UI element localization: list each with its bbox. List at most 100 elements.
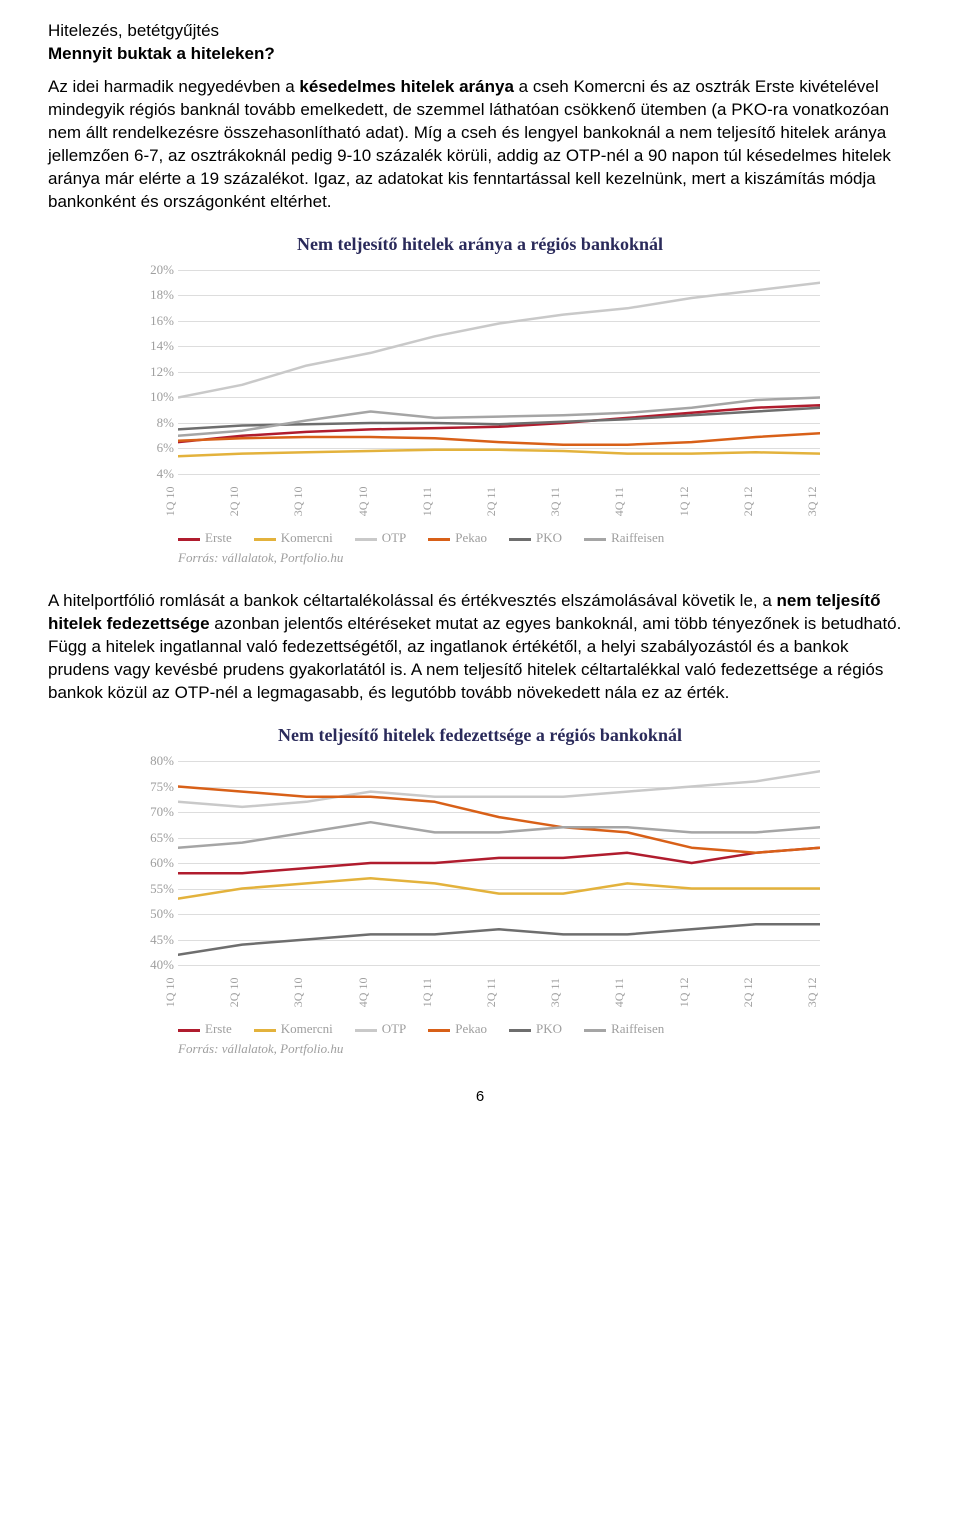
legend-label: Pekao <box>455 530 487 545</box>
x-tick: 1Q 11 <box>419 978 435 1007</box>
x-tick: 1Q 12 <box>675 486 691 516</box>
series-line <box>178 771 820 807</box>
legend-item: Erste <box>178 529 232 547</box>
x-tick: 4Q 10 <box>354 977 370 1007</box>
legend-item: Erste <box>178 1020 232 1038</box>
x-tick: 2Q 12 <box>740 486 756 516</box>
x-tick: 1Q 10 <box>162 977 178 1007</box>
legend-label: Raiffeisen <box>611 1021 664 1036</box>
paragraph-1: Az idei harmadik negyedévben a késedelme… <box>48 76 912 214</box>
x-tick: 1Q 11 <box>419 487 435 516</box>
legend-item: Raiffeisen <box>584 1020 664 1038</box>
x-tick: 1Q 12 <box>675 977 691 1007</box>
legend-item: OTP <box>355 1020 407 1038</box>
legend-item: Komercni <box>254 1020 333 1038</box>
legend-label: Komercni <box>281 1021 333 1036</box>
y-tick: 65% <box>130 829 174 847</box>
legend-label: PKO <box>536 1021 562 1036</box>
legend-swatch <box>428 1029 450 1032</box>
x-tick: 4Q 11 <box>611 978 627 1007</box>
y-tick: 6% <box>130 440 174 458</box>
chart-2-area: 40% 45% 50% 55% 60% 65% 70% 75% 80% 1Q 10 2Q 10 3Q … <box>130 753 830 1013</box>
x-tick: 3Q 12 <box>804 977 820 1007</box>
x-tick: 2Q 10 <box>226 977 242 1007</box>
y-tick: 18% <box>130 287 174 305</box>
chart-1-area: 4%6%8%10%12%14%16%18%20%1Q 102Q 103Q 104… <box>130 262 830 522</box>
x-tick: 2Q 10 <box>226 486 242 516</box>
y-tick: 20% <box>130 261 174 279</box>
series-line <box>178 397 820 435</box>
series-line <box>178 822 820 848</box>
legend-item: Pekao <box>428 1020 487 1038</box>
legend-item: Raiffeisen <box>584 529 664 547</box>
x-tick: 4Q 11 <box>611 487 627 516</box>
legend-swatch <box>509 538 531 541</box>
legend-swatch <box>584 538 606 541</box>
y-tick: 75% <box>130 778 174 796</box>
y-tick: 55% <box>130 880 174 898</box>
y-tick: 80% <box>130 752 174 770</box>
chart-1-title: Nem teljesítő hitelek aránya a régiós ba… <box>130 232 830 256</box>
legend-label: OTP <box>382 530 407 545</box>
legend-swatch <box>254 1029 276 1032</box>
legend-swatch <box>355 1029 377 1032</box>
p1-run-b-bold: késedelmes hitelek aránya <box>299 77 514 96</box>
section-subheading: Hitelezés, betétgyűjtés <box>48 20 912 43</box>
legend-swatch <box>254 538 276 541</box>
x-tick: 3Q 12 <box>804 486 820 516</box>
legend-label: Pekao <box>455 1021 487 1036</box>
x-tick: 3Q 10 <box>290 977 306 1007</box>
chart-2-title: Nem teljesítő hitelek fedezettsége a rég… <box>130 723 830 747</box>
legend-item: Pekao <box>428 529 487 547</box>
section-heading: Mennyit buktak a hiteleken? <box>48 43 912 66</box>
x-tick: 1Q 10 <box>162 486 178 516</box>
x-tick: 3Q 10 <box>290 486 306 516</box>
x-tick: 4Q 10 <box>354 486 370 516</box>
series-line <box>178 878 820 898</box>
legend-label: Erste <box>205 530 232 545</box>
legend-label: PKO <box>536 530 562 545</box>
y-tick: 70% <box>130 803 174 821</box>
legend-swatch <box>178 538 200 541</box>
p2-run-a: A hitelportfólió romlását a bankok célta… <box>48 591 777 610</box>
chart-1: Nem teljesítő hitelek aránya a régiós ba… <box>130 232 830 567</box>
y-tick: 60% <box>130 854 174 872</box>
p1-run-c: a cseh Komercni és az osztrák Erste kivé… <box>48 77 891 211</box>
x-tick: 2Q 12 <box>740 977 756 1007</box>
x-tick: 2Q 11 <box>483 978 499 1007</box>
legend-swatch <box>428 538 450 541</box>
chart-1-source: Forrás: vállalatok, Portfolio.hu <box>178 549 830 567</box>
series-line <box>178 924 820 955</box>
chart-1-legend: Erste Komercni OTP Pekao PKO Raiffeisen <box>178 528 830 547</box>
legend-swatch <box>584 1029 606 1032</box>
x-tick: 2Q 11 <box>483 487 499 516</box>
legend-label: Komercni <box>281 530 333 545</box>
y-tick: 12% <box>130 363 174 381</box>
legend-item: PKO <box>509 529 562 547</box>
legend-swatch <box>355 538 377 541</box>
x-tick: 3Q 11 <box>547 978 563 1007</box>
p1-run-a: Az idei harmadik negyedévben a <box>48 77 299 96</box>
series-line <box>178 848 820 874</box>
legend-swatch <box>178 1029 200 1032</box>
series-line <box>178 450 820 456</box>
chart-2: Nem teljesítő hitelek fedezettsége a rég… <box>130 723 830 1058</box>
x-tick: 3Q 11 <box>547 487 563 516</box>
legend-label: Erste <box>205 1021 232 1036</box>
legend-label: OTP <box>382 1021 407 1036</box>
y-tick: 50% <box>130 905 174 923</box>
y-tick: 4% <box>130 465 174 483</box>
chart-2-source: Forrás: vállalatok, Portfolio.hu <box>178 1040 830 1058</box>
legend-item: PKO <box>509 1020 562 1038</box>
chart-2-legend: Erste Komercni OTP Pekao PKO Raiffeisen <box>178 1019 830 1038</box>
y-tick: 45% <box>130 931 174 949</box>
page-number: 6 <box>48 1087 912 1107</box>
legend-item: OTP <box>355 529 407 547</box>
y-tick: 16% <box>130 312 174 330</box>
paragraph-2: A hitelportfólió romlását a bankok célta… <box>48 590 912 705</box>
series-line <box>178 283 820 398</box>
y-tick: 14% <box>130 338 174 356</box>
legend-label: Raiffeisen <box>611 530 664 545</box>
y-tick: 40% <box>130 956 174 974</box>
legend-swatch <box>509 1029 531 1032</box>
